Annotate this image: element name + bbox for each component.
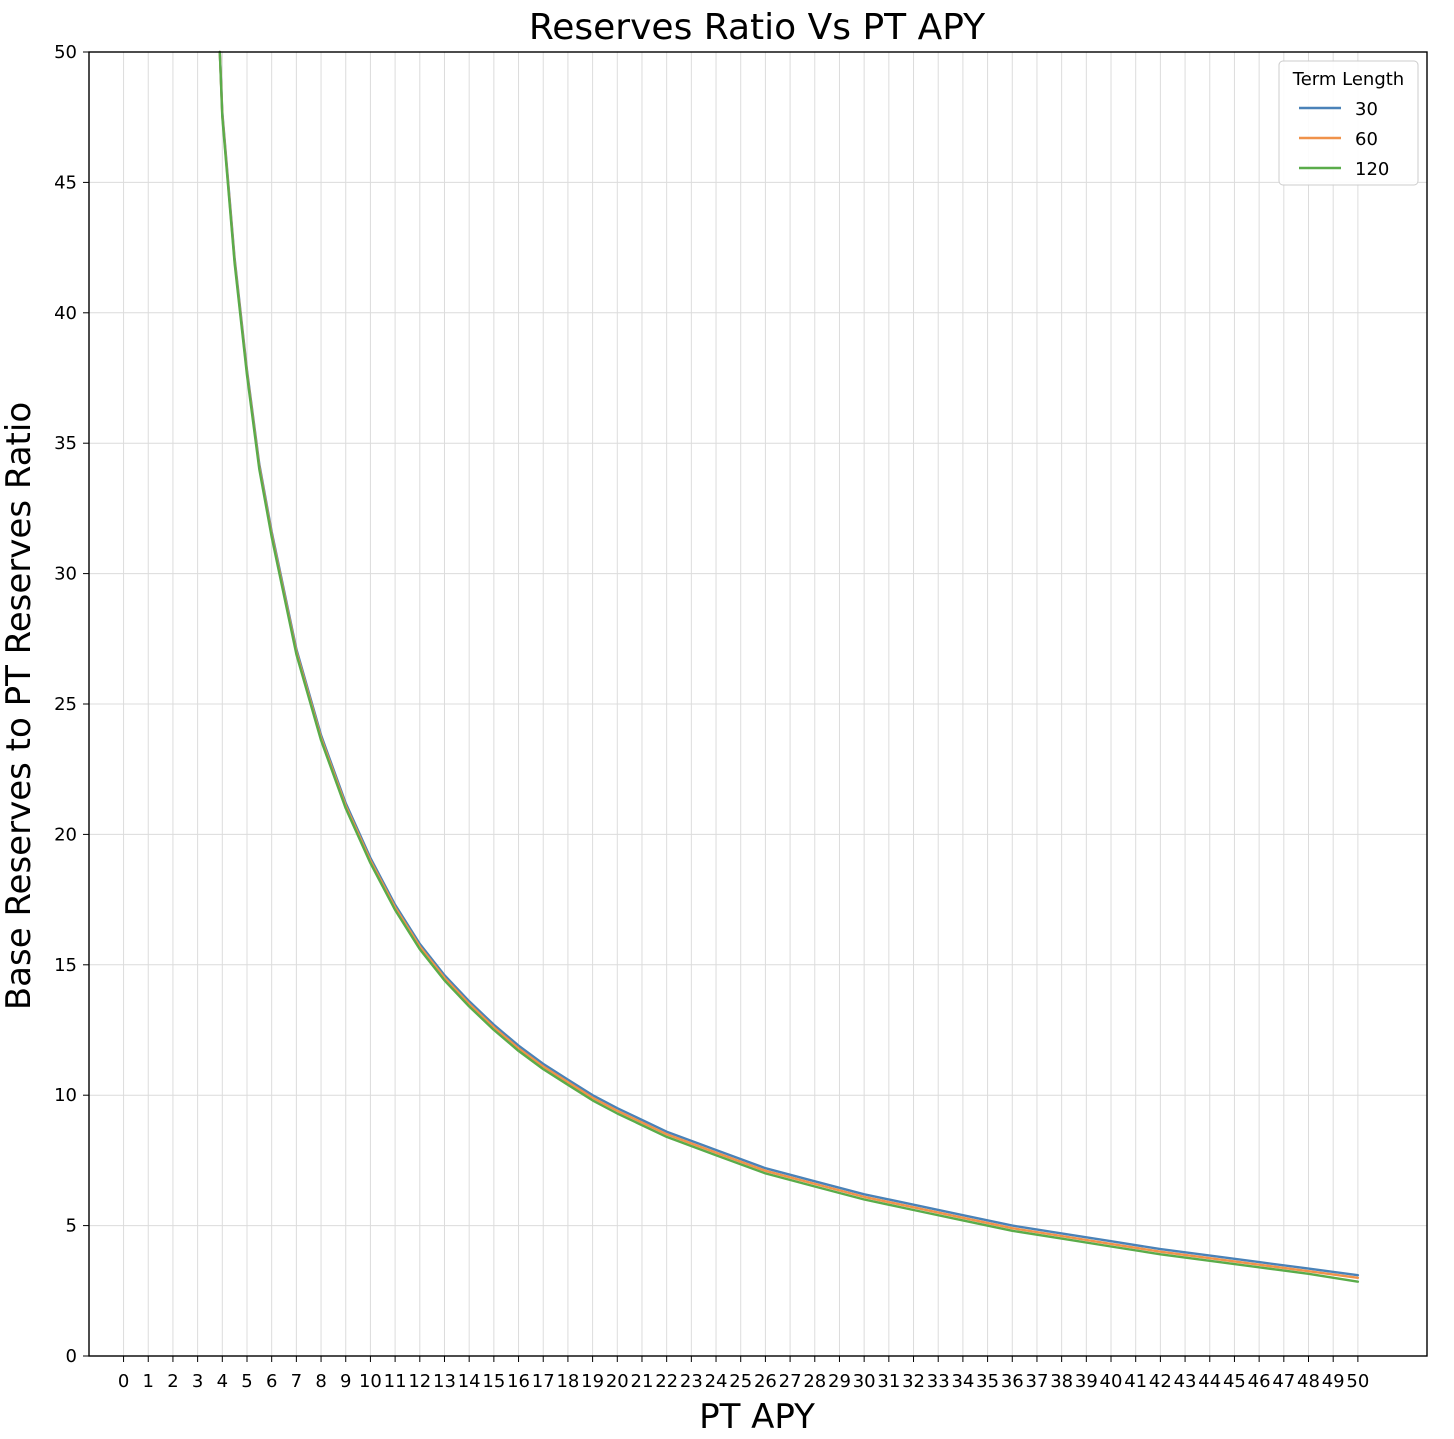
y-tick-label: 10 — [54, 1085, 77, 1106]
x-tick-label: 13 — [433, 1371, 456, 1392]
legend-label-30: 30 — [1355, 99, 1378, 120]
x-tick-label: 29 — [828, 1371, 851, 1392]
x-tick-label: 12 — [408, 1371, 431, 1392]
x-tick-label: 18 — [556, 1371, 579, 1392]
legend-label-60: 60 — [1355, 129, 1378, 150]
x-tick-label: 45 — [1223, 1371, 1246, 1392]
x-tick-label: 22 — [655, 1371, 678, 1392]
x-tick-label: 44 — [1198, 1371, 1221, 1392]
x-tick-label: 14 — [458, 1371, 481, 1392]
x-tick-label: 19 — [581, 1371, 604, 1392]
legend-box — [1278, 60, 1419, 186]
x-tick-label: 35 — [976, 1371, 999, 1392]
y-tick-label: 5 — [66, 1216, 77, 1237]
x-tick-label: 48 — [1297, 1371, 1320, 1392]
y-tick-label: 45 — [54, 172, 77, 193]
x-tick-label: 10 — [359, 1371, 382, 1392]
y-axis-label: Base Reserves to PT Reserves Ratio — [0, 402, 39, 1010]
series-line-30 — [218, 50, 1360, 1277]
x-tick-label: 25 — [729, 1371, 752, 1392]
y-tick-label: 15 — [54, 955, 77, 976]
series-line-120 — [218, 50, 1360, 1283]
x-tick-label: 1 — [143, 1371, 154, 1392]
x-tick-label: 15 — [482, 1371, 505, 1392]
x-tick-label: 50 — [1346, 1371, 1369, 1392]
x-tick-label: 33 — [927, 1371, 950, 1392]
x-tick-label: 17 — [532, 1371, 555, 1392]
x-tick-label: 20 — [606, 1371, 629, 1392]
x-tick-label: 36 — [1001, 1371, 1024, 1392]
y-tick-label: 50 — [54, 42, 77, 63]
x-tick-label: 30 — [853, 1371, 876, 1392]
x-tick-label: 34 — [951, 1371, 974, 1392]
x-axis-label: PT APY — [699, 1397, 815, 1434]
x-tick-label: 6 — [266, 1371, 277, 1392]
x-tick-label: 42 — [1149, 1371, 1172, 1392]
legend: Term Length 30 60 120 — [1278, 60, 1419, 186]
x-tick-label: 39 — [1075, 1371, 1098, 1392]
x-tick-label: 4 — [217, 1371, 228, 1392]
x-tick-label: 41 — [1124, 1371, 1147, 1392]
x-tick-label: 8 — [315, 1371, 326, 1392]
x-tick-label: 23 — [680, 1371, 703, 1392]
legend-title: Term Length — [1292, 69, 1404, 90]
x-tick-label: 28 — [803, 1371, 826, 1392]
x-tick-label: 40 — [1100, 1371, 1123, 1392]
x-tick-label: 43 — [1174, 1371, 1197, 1392]
y-tick-label: 35 — [54, 433, 77, 454]
x-tick-label: 47 — [1272, 1371, 1295, 1392]
x-tick-label: 3 — [192, 1371, 203, 1392]
y-tick-label: 25 — [54, 694, 77, 715]
chart-title: Reserves Ratio Vs PT APY — [529, 7, 986, 48]
y-tick-label: 30 — [54, 564, 77, 585]
x-tick-label: 37 — [1026, 1371, 1049, 1392]
series-lines — [218, 50, 1360, 1283]
x-tick-label: 21 — [631, 1371, 654, 1392]
y-tick-label: 40 — [54, 303, 77, 324]
x-tick-label: 31 — [877, 1371, 900, 1392]
x-tick-label: 27 — [779, 1371, 802, 1392]
grid-lines — [89, 51, 1427, 1357]
x-tick-label: 9 — [340, 1371, 351, 1392]
x-tick-label: 24 — [705, 1371, 728, 1392]
x-tick-label: 16 — [507, 1371, 530, 1392]
x-tick-label: 46 — [1248, 1371, 1271, 1392]
y-tick-label: 0 — [66, 1346, 77, 1367]
x-tick-label: 32 — [902, 1371, 925, 1392]
x-tick-label: 11 — [384, 1371, 407, 1392]
x-tick-label: 5 — [241, 1371, 252, 1392]
x-tick-label: 49 — [1322, 1371, 1345, 1392]
x-tick-label: 7 — [291, 1371, 302, 1392]
y-tick-label: 20 — [54, 824, 77, 845]
legend-label-120: 120 — [1355, 159, 1389, 180]
x-tick-label: 38 — [1050, 1371, 1073, 1392]
series-line-60 — [218, 50, 1360, 1280]
x-tick-label: 0 — [118, 1371, 129, 1392]
axis-ticks: 0 1 2 3 4 5 6 7 8 9 10 11 12 13 14 15 16 17 18 19 20 21 22 23 24… — [54, 42, 1369, 1392]
x-tick-label: 2 — [167, 1371, 178, 1392]
x-tick-label: 26 — [754, 1371, 777, 1392]
